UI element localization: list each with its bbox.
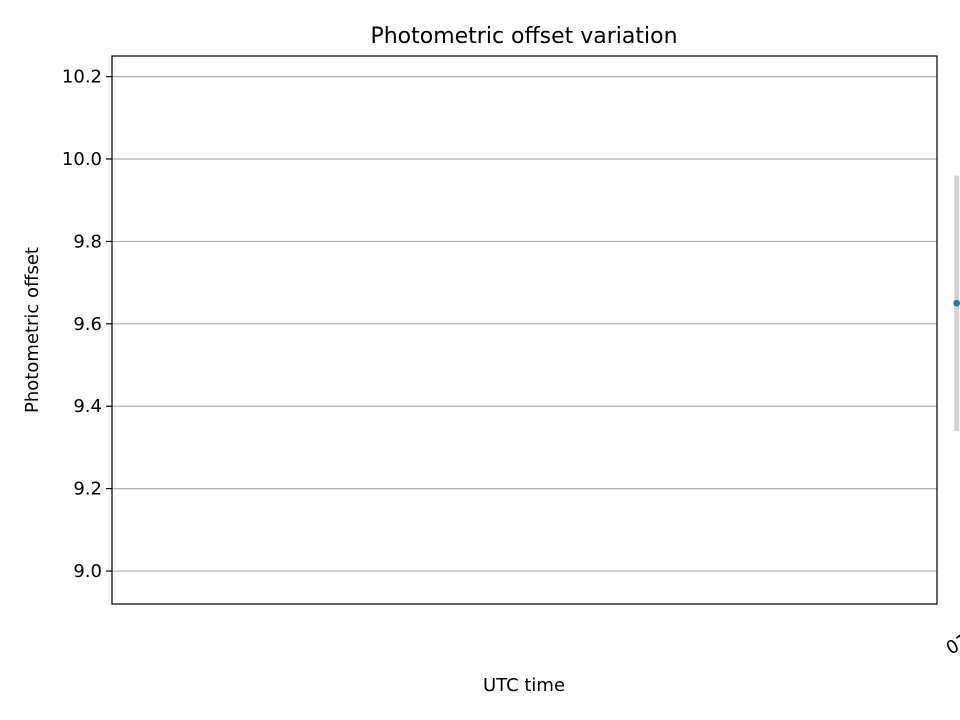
y-tick-label: 9.0 [73, 561, 102, 582]
x-tick-label: 01:00 [943, 615, 960, 659]
error-bars [954, 175, 960, 431]
x-axis-ticks: 18:0019:0020:0021:0022:0023:0000:0001:00 [943, 615, 960, 659]
x-axis-title: UTC time [483, 675, 565, 696]
chart-title: Photometric offset variation [370, 24, 677, 49]
data-points [953, 299, 960, 307]
grid-lines [112, 76, 937, 572]
y-axis-ticks: 9.0 9.2 9.4 9.6 9.8 10.0 10.2 [62, 67, 112, 582]
y-tick-label: 9.6 [73, 314, 102, 335]
plot-frame [111, 55, 938, 605]
y-tick-label: 10.2 [62, 67, 102, 88]
y-tick-label: 9.8 [73, 231, 102, 252]
data-point [953, 299, 960, 307]
y-tick-label: 9.4 [73, 396, 102, 417]
y-tick-label: 9.2 [73, 479, 102, 500]
y-axis-title: Photometric offset [22, 247, 43, 413]
y-tick-label: 10.0 [62, 149, 102, 170]
